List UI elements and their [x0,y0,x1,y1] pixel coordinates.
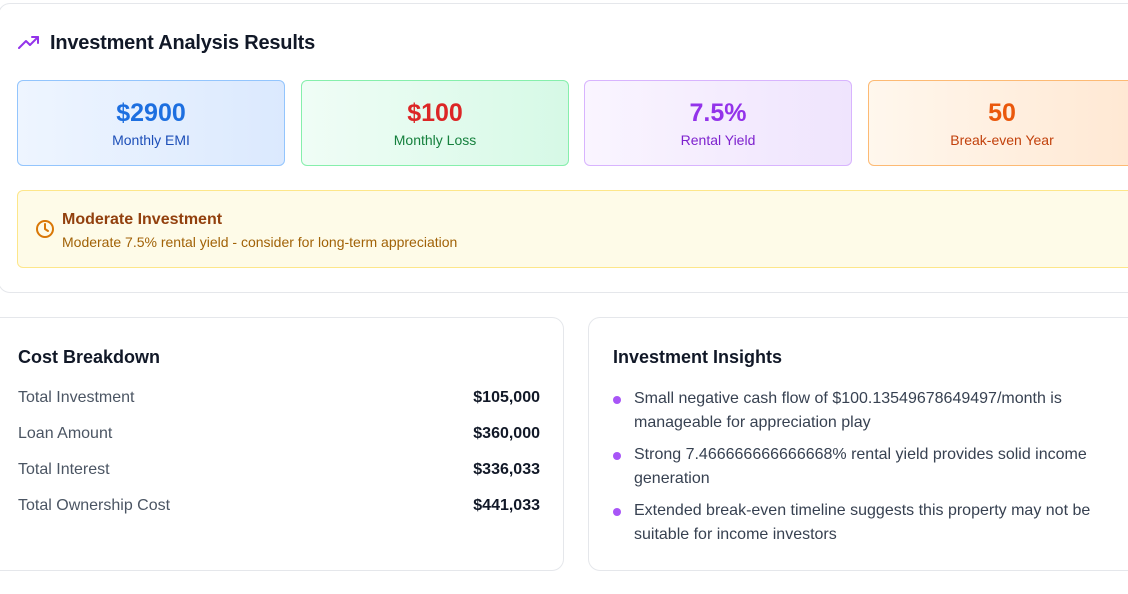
insight-text: Extended break-even timeline suggests th… [634,502,1091,543]
results-title: Investment Analysis Results [50,31,316,54]
cost-label: Total Ownership Cost [18,497,171,514]
cost-value: $441,033 [473,497,540,514]
insight-item: Extended break-even timeline suggests th… [613,499,1113,547]
cost-value: $360,000 [473,425,540,442]
metric-value: 50 [988,99,1016,127]
cost-row-total-investment: Total Investment $105,000 [18,389,540,409]
metric-label: Monthly EMI [112,132,190,148]
bullet-dot-icon [613,508,621,516]
cost-row-total-interest: Total Interest $336,033 [18,461,540,481]
clock-icon [35,219,55,244]
insight-text: Small negative cash flow of $100.1354967… [634,390,1062,431]
metric-monthly-emi: $2900 Monthly EMI [17,80,285,166]
cost-label: Loan Amount [18,425,113,442]
insight-item: Strong 7.466666666666668% rental yield p… [613,443,1113,491]
investment-insights-panel: Investment Insights Small negative cash … [588,317,1128,571]
metric-break-even-year: 50 Break-even Year [868,80,1128,166]
insights-title: Investment Insights [613,347,783,367]
insight-item: Small negative cash flow of $100.1354967… [613,387,1113,435]
metric-value: $100 [407,99,463,127]
results-header: Investment Analysis Results [18,31,315,55]
metric-label: Break-even Year [950,132,1054,148]
metric-label: Monthly Loss [393,132,477,148]
cost-breakdown-title: Cost Breakdown [18,347,161,367]
investment-alert: Moderate Investment Moderate 7.5% rental… [17,190,1128,268]
alert-title: Moderate Investment [62,211,223,228]
trending-up-icon [18,36,40,50]
metric-value: 7.5% [689,99,747,127]
cost-row-loan-amount: Loan Amount $360,000 [18,425,540,445]
alert-message: Moderate 7.5% rental yield - consider fo… [62,234,458,250]
metric-value: $2900 [116,99,186,127]
metric-label: Rental Yield [680,132,756,148]
cost-value: $105,000 [473,389,540,406]
bullet-dot-icon [613,396,621,404]
metric-monthly-loss: $100 Monthly Loss [301,80,569,166]
cost-breakdown-panel: Cost Breakdown Total Investment $105,000… [0,317,564,571]
cost-value: $336,033 [473,461,540,478]
cost-label: Total Interest [18,461,110,478]
bullet-dot-icon [613,452,621,460]
cost-label: Total Investment [18,389,135,406]
insight-text: Strong 7.466666666666668% rental yield p… [634,446,1087,487]
cost-row-total-ownership-cost: Total Ownership Cost $441,033 [18,497,540,517]
metric-rental-yield: 7.5% Rental Yield [584,80,852,166]
